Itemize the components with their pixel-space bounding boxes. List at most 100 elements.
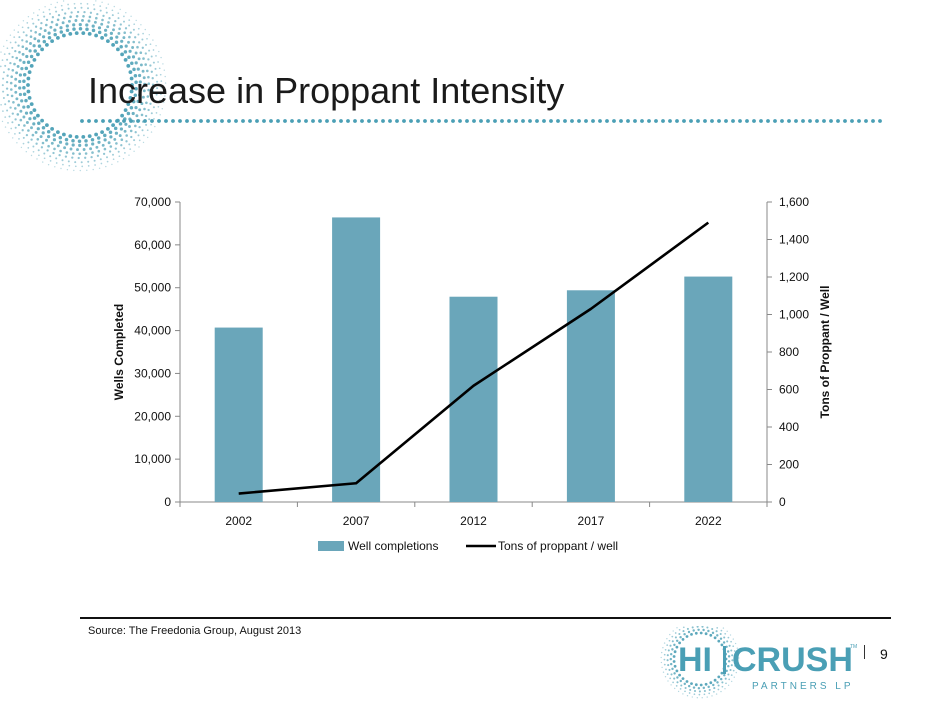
ring-dot (27, 16, 30, 18)
ring-dot (8, 115, 11, 118)
logo-dot (683, 682, 687, 686)
ring-dot (56, 36, 60, 40)
dotted-rule-dot (514, 119, 518, 123)
logo-dot (723, 636, 726, 639)
ring-dot (42, 161, 44, 163)
ring-dot (45, 23, 48, 27)
ring-dot (73, 169, 75, 172)
ring-dot (31, 133, 35, 137)
dotted-rule-dot (171, 119, 175, 123)
ring-dot (131, 111, 135, 116)
dotted-rule-dot (437, 119, 441, 123)
ring-dot (58, 135, 63, 140)
dotted-rule-dot (689, 119, 693, 123)
ring-dot (65, 151, 69, 154)
ring-dot (134, 36, 137, 39)
dotted-rule-dot (367, 119, 371, 123)
ring-dot (79, 169, 82, 172)
dotted-rule-dot (353, 119, 357, 123)
ring-dot (11, 55, 14, 59)
ring-dot (59, 26, 63, 30)
ring-dot (37, 39, 41, 43)
ring-dot (159, 73, 162, 76)
ring-dot (25, 40, 29, 43)
ring-dot (32, 22, 35, 25)
ring-dot (2, 90, 5, 93)
ring-dot (136, 45, 139, 49)
logo-dot (706, 696, 708, 698)
dotted-rule-dot (780, 119, 784, 123)
ring-dot (9, 81, 13, 85)
logo-dot (703, 689, 706, 693)
legend-label-tons-per-well: Tons of proppant / well (498, 539, 618, 553)
logo-dot (682, 693, 684, 695)
logo-dot (731, 659, 734, 662)
ring-dot (50, 3, 52, 6)
dotted-rule-dot (878, 119, 882, 123)
ring-dot (6, 58, 9, 61)
ring-dot (87, 19, 91, 23)
ring-dot (144, 114, 148, 118)
ring-dot (45, 43, 49, 47)
dotted-rule-dot (262, 119, 266, 123)
ring-dot (161, 108, 163, 110)
dotted-rule-dot (479, 119, 483, 123)
logo-dot (716, 634, 719, 637)
ring-dot (141, 129, 144, 132)
ring-dot (123, 50, 128, 54)
ring-dot (142, 141, 145, 144)
ring-dot (129, 105, 134, 110)
ring-dot (145, 43, 147, 46)
ring-dot (117, 12, 120, 15)
ring-dot (71, 143, 75, 147)
dotted-rule-dot (836, 119, 840, 123)
ring-dot (154, 125, 156, 128)
ring-dot (138, 41, 141, 44)
ring-dot (17, 31, 20, 33)
logo-dot (678, 632, 681, 636)
ring-dot (32, 58, 37, 62)
ring-dot (101, 1, 103, 3)
ring-dot (78, 152, 81, 156)
ring-dot (22, 60, 26, 64)
ring-dot (95, 16, 98, 20)
ring-dot (112, 24, 116, 27)
ring-dot (19, 109, 23, 113)
ring-dot (6, 109, 9, 112)
dotted-rule-dot (283, 119, 287, 123)
ring-dot (16, 64, 20, 68)
logo-dot (664, 676, 667, 678)
ring-dot (147, 82, 151, 85)
dotted-rule-dot (416, 119, 420, 123)
ring-dot (115, 142, 118, 145)
ring-dot (29, 54, 34, 59)
decorative-dotted-ring (0, 0, 882, 172)
ring-dot (30, 126, 33, 130)
footer-divider (80, 617, 891, 619)
logo-dot (678, 673, 681, 677)
ring-dot (4, 126, 7, 128)
ring-dot (37, 18, 40, 21)
ring-dot (99, 9, 102, 12)
ring-dot (108, 17, 111, 20)
ring-dot (22, 31, 25, 34)
dotted-rule-dot (80, 119, 84, 123)
logo-dot (668, 668, 671, 671)
ring-dot (32, 44, 36, 48)
ring-dot (124, 27, 128, 30)
ring-dot (41, 125, 46, 130)
x-tick-label: 2017 (578, 514, 605, 528)
ring-dot (61, 159, 64, 162)
ring-dot (81, 165, 84, 168)
ring-dot (106, 126, 110, 131)
ring-dot (32, 116, 37, 120)
ring-dot (28, 117, 32, 121)
ring-dot (36, 14, 39, 17)
ring-dot (120, 138, 124, 141)
logo-dot (664, 648, 667, 651)
logo-dot (698, 690, 701, 693)
ring-dot (143, 134, 145, 137)
logo-dot (697, 686, 701, 690)
ring-dot (109, 145, 113, 148)
ring-dot (26, 89, 31, 94)
